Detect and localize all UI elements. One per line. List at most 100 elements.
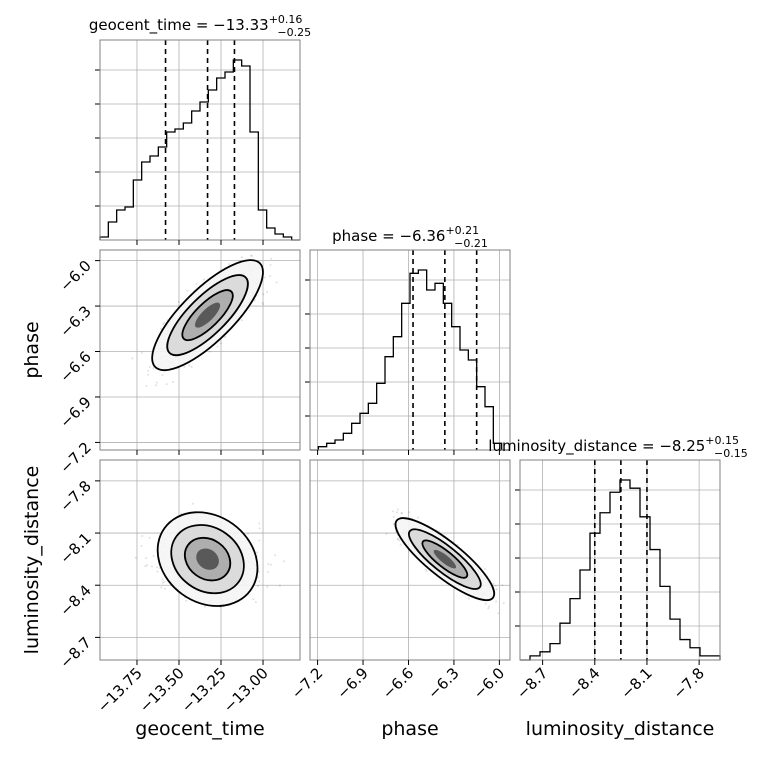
scatter-geocent_time-vs-luminosity_distance-contour-2 bbox=[183, 536, 232, 582]
title-luminosity-distance: luminosity_distance = −8.25+0.15 −0.15 bbox=[488, 434, 747, 460]
sample-point bbox=[155, 384, 158, 387]
sample-point bbox=[252, 598, 255, 601]
sample-point bbox=[183, 365, 186, 368]
ylabel-luminosity-distance: luminosity_distance bbox=[21, 466, 43, 655]
ytick-label-phase-4: −6.0 bbox=[56, 257, 94, 295]
sample-point bbox=[269, 275, 271, 277]
sample-point bbox=[147, 373, 150, 376]
ytick-label-phase-0: −7.2 bbox=[56, 439, 94, 477]
sample-point bbox=[269, 563, 272, 566]
sample-point bbox=[219, 342, 222, 345]
sample-point bbox=[163, 580, 166, 583]
sample-point bbox=[195, 282, 198, 285]
sample-point bbox=[438, 530, 441, 532]
sample-point bbox=[172, 381, 175, 383]
sample-point bbox=[144, 565, 147, 568]
sample-point bbox=[492, 582, 495, 585]
ylabel-phase: phase bbox=[21, 321, 43, 378]
sample-point bbox=[425, 570, 428, 572]
ytick-label-luminosity_distance-2: −8.1 bbox=[56, 529, 94, 567]
panels: −8.7 −8.4 −8.1 −7.8−7.2−6.9−6.6−6.3−6.0−13.… bbox=[56, 39, 721, 716]
sample-point bbox=[247, 532, 249, 535]
sample-point bbox=[262, 293, 265, 296]
sample-point bbox=[424, 568, 427, 571]
sample-point bbox=[155, 381, 158, 384]
sample-point bbox=[192, 502, 194, 505]
sample-point bbox=[162, 322, 165, 325]
sample-point bbox=[270, 257, 273, 260]
sample-point bbox=[190, 366, 193, 368]
sample-point bbox=[141, 351, 143, 354]
sample-point bbox=[256, 551, 258, 554]
ytick-label-luminosity_distance-1: −8.4 bbox=[56, 581, 94, 619]
sample-point bbox=[152, 555, 155, 557]
sample-point bbox=[258, 527, 261, 530]
sample-point bbox=[266, 585, 269, 588]
sample-point bbox=[258, 580, 261, 583]
sample-point bbox=[254, 601, 257, 604]
sample-point bbox=[145, 385, 148, 387]
scatter-geocent_time-vs-phase-density-3 bbox=[194, 302, 221, 328]
sample-point bbox=[253, 299, 256, 302]
sample-point bbox=[274, 554, 277, 557]
sample-point bbox=[164, 587, 166, 590]
hist-geocent_time-frame bbox=[99, 39, 301, 241]
hist-phase-frame bbox=[309, 249, 511, 451]
xtick-label-geocent_time-2: −13.25 bbox=[178, 664, 230, 716]
sample-point bbox=[224, 336, 227, 338]
sample-point bbox=[161, 374, 164, 377]
sample-point bbox=[399, 543, 402, 546]
sample-point bbox=[392, 523, 395, 526]
sample-point bbox=[400, 512, 403, 515]
xtick-label-geocent_time-0: −13.75 bbox=[94, 664, 146, 716]
sample-point bbox=[494, 585, 497, 587]
sample-point bbox=[177, 300, 180, 303]
scatter-phase-vs-luminosity_distance-density-3 bbox=[433, 549, 457, 569]
sample-point bbox=[266, 291, 269, 293]
sample-point bbox=[203, 278, 205, 281]
xtick-label-luminosity_distance-0: −8.7 bbox=[513, 664, 551, 702]
sample-point bbox=[467, 597, 470, 600]
sample-point bbox=[165, 383, 168, 386]
sample-point bbox=[263, 276, 266, 279]
title-phase: phase = −6.36+0.21 −0.21 bbox=[332, 224, 488, 250]
sample-point bbox=[188, 364, 191, 367]
sample-point bbox=[502, 602, 505, 605]
sample-point bbox=[161, 581, 164, 584]
sample-point bbox=[216, 345, 219, 348]
sample-point bbox=[484, 602, 487, 605]
sample-point bbox=[250, 254, 253, 257]
sample-point bbox=[495, 588, 498, 591]
sample-point bbox=[134, 556, 137, 559]
sample-point bbox=[257, 576, 260, 579]
sample-point bbox=[497, 612, 500, 615]
scatter-geocent_time-vs-luminosity_distance-density-3 bbox=[196, 548, 219, 570]
sample-point bbox=[257, 585, 259, 588]
xtick-label-luminosity_distance-1: −8.4 bbox=[565, 664, 603, 702]
sample-point bbox=[160, 328, 163, 330]
scatter-geocent_time-vs-phase-frame bbox=[99, 249, 301, 451]
scatter-geocent_time-vs-luminosity_distance-contour-0 bbox=[156, 511, 259, 607]
ytick-label-luminosity_distance-3: −7.8 bbox=[56, 477, 94, 515]
sample-point bbox=[385, 532, 388, 535]
sample-point bbox=[258, 539, 261, 542]
sample-point bbox=[240, 319, 243, 322]
sample-point bbox=[275, 281, 278, 284]
sample-point bbox=[416, 516, 419, 519]
sample-point bbox=[267, 571, 270, 573]
sample-point bbox=[147, 369, 150, 372]
xtick-label-phase-4: −6.0 bbox=[470, 664, 508, 702]
sample-point bbox=[140, 544, 143, 547]
sample-point bbox=[156, 566, 158, 569]
sample-point bbox=[250, 255, 253, 257]
ytick-label-phase-3: −6.3 bbox=[56, 302, 94, 340]
sample-point bbox=[150, 565, 153, 568]
scatter-geocent_time-vs-luminosity_distance-frame bbox=[99, 459, 301, 661]
sample-point bbox=[163, 321, 166, 324]
sample-point bbox=[397, 537, 400, 540]
ytick-label-phase-2: −6.6 bbox=[56, 348, 94, 386]
sample-point bbox=[408, 511, 411, 514]
sample-point bbox=[141, 535, 144, 537]
sample-point bbox=[204, 605, 207, 608]
sample-point bbox=[160, 586, 163, 589]
